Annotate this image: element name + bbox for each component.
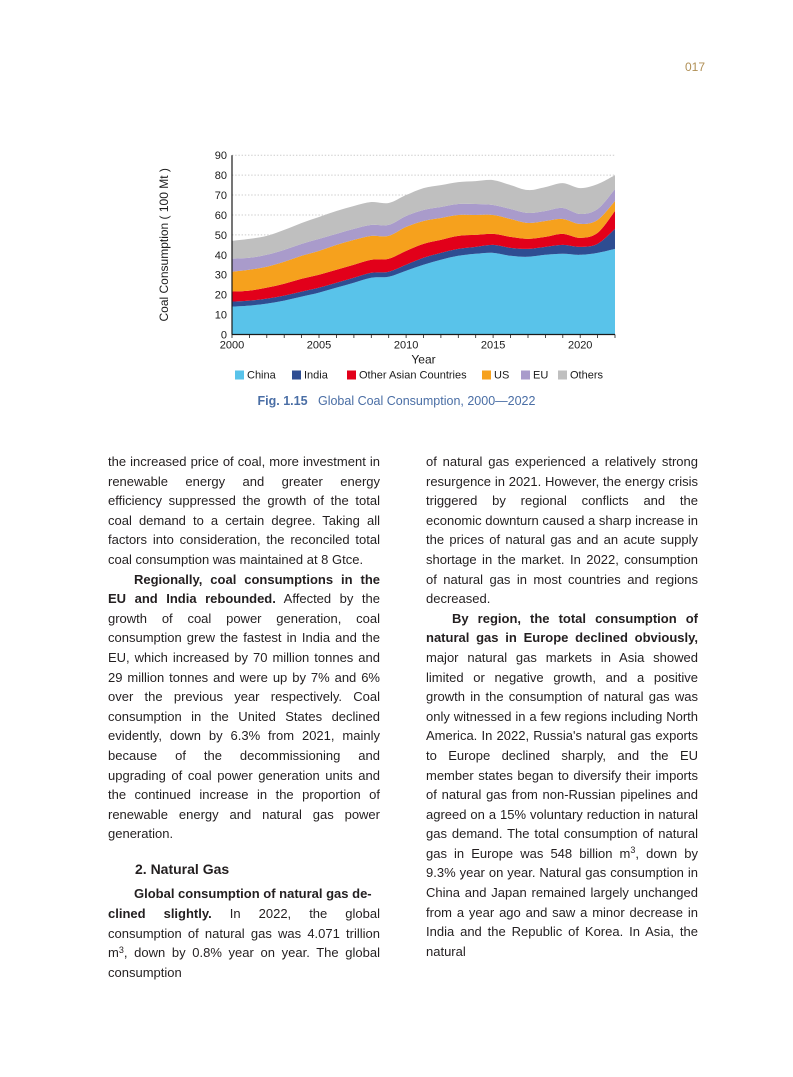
svg-text:30: 30: [215, 270, 227, 282]
svg-text:US: US: [494, 370, 509, 382]
svg-text:India: India: [304, 370, 329, 382]
svg-text:Year: Year: [411, 353, 435, 367]
svg-text:2000: 2000: [220, 340, 244, 352]
svg-text:10: 10: [215, 310, 227, 322]
svg-text:2005: 2005: [307, 340, 331, 352]
svg-text:Coal Consumption ( 100 Mt ): Coal Consumption ( 100 Mt ): [157, 168, 171, 321]
svg-text:90: 90: [215, 150, 227, 162]
svg-text:2010: 2010: [394, 340, 418, 352]
svg-text:EU: EU: [533, 370, 548, 382]
svg-text:40: 40: [215, 250, 227, 262]
svg-text:2015: 2015: [481, 340, 505, 352]
svg-text:Others: Others: [570, 370, 604, 382]
svg-text:50: 50: [215, 230, 227, 242]
svg-text:20: 20: [215, 290, 227, 302]
svg-text:China: China: [247, 370, 277, 382]
svg-text:2020: 2020: [568, 340, 592, 352]
svg-text:70: 70: [215, 190, 227, 202]
svg-text:80: 80: [215, 170, 227, 182]
svg-text:60: 60: [215, 210, 227, 222]
svg-text:Other Asian Countries: Other Asian Countries: [359, 370, 467, 382]
